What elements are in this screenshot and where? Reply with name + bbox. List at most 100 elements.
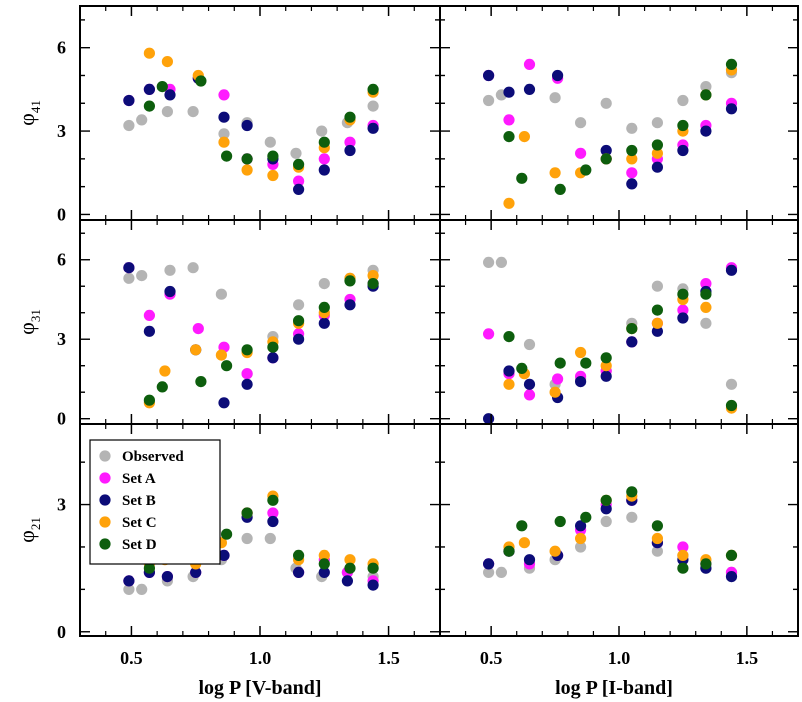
- y-tick-label: 0: [57, 622, 66, 642]
- data-point-set-b: [367, 579, 379, 591]
- x-tick-label: 0.5: [480, 648, 503, 668]
- data-point-set-a: [143, 309, 155, 321]
- data-point-observed: [290, 147, 302, 159]
- data-point-observed: [651, 545, 664, 557]
- data-point-set-b: [318, 164, 330, 176]
- y-axis-label-row-2: φ31: [14, 309, 43, 335]
- data-point-set-c: [575, 532, 587, 545]
- data-point-set-a: [293, 175, 305, 187]
- legend-box: [89, 439, 221, 565]
- data-point-set-b: [677, 312, 689, 324]
- data-point-observed: [677, 94, 689, 107]
- data-point-set-d: [651, 520, 664, 532]
- data-point-observed: [264, 532, 276, 545]
- y-tick-label: 0: [57, 409, 66, 429]
- data-point-set-b: [552, 69, 564, 82]
- data-point-set-b: [503, 365, 515, 377]
- data-point-set-b: [241, 378, 253, 390]
- data-point-set-d: [651, 304, 664, 316]
- data-point-set-d: [503, 545, 515, 557]
- data-point-set-d: [241, 153, 253, 165]
- legend-marker-set-d: [99, 538, 111, 550]
- data-point-set-b: [725, 103, 738, 115]
- data-point-observed: [700, 81, 712, 93]
- y-axis-label-symbol: φ: [14, 530, 39, 543]
- data-point-set-d: [344, 111, 356, 123]
- data-point-set-d: [267, 494, 279, 506]
- data-point-observed: [136, 583, 148, 596]
- data-point-set-d: [516, 362, 528, 374]
- data-point-set-c: [318, 549, 330, 562]
- data-point-set-b: [600, 503, 612, 515]
- data-point-set-d: [221, 360, 233, 372]
- x-tick-label: 1.0: [608, 648, 631, 668]
- data-point-set-d: [143, 562, 155, 574]
- data-point-observed: [651, 117, 664, 129]
- data-point-set-d: [516, 172, 528, 184]
- data-point-set-d: [600, 352, 612, 364]
- data-point-set-d: [221, 150, 233, 162]
- data-point-set-a: [483, 328, 495, 340]
- data-point-set-d: [267, 150, 279, 162]
- data-point-set-d: [700, 89, 712, 101]
- data-point-set-d: [293, 315, 305, 327]
- x-tick-label: 1.5: [736, 648, 759, 668]
- data-point-set-a: [552, 373, 564, 385]
- data-point-observed: [495, 566, 507, 579]
- data-point-set-d: [195, 376, 207, 388]
- legend-marker-observed: [99, 450, 111, 462]
- data-point-set-c: [651, 532, 664, 545]
- data-point-observed: [136, 114, 148, 126]
- data-point-observed: [187, 106, 199, 118]
- data-point-set-b: [651, 161, 664, 173]
- data-point-observed: [626, 511, 638, 523]
- data-point-set-b: [575, 520, 587, 532]
- data-point-set-b: [483, 558, 495, 570]
- data-point-observed: [483, 566, 495, 579]
- data-point-set-d: [156, 381, 168, 393]
- data-point-set-d: [554, 515, 566, 528]
- x-axis-title-left: log P [V-band]: [199, 677, 322, 699]
- y-axis-label-symbol: φ: [14, 113, 39, 126]
- data-point-set-a: [503, 114, 515, 126]
- data-point-set-d: [241, 344, 253, 356]
- data-point-set-b: [725, 264, 738, 276]
- data-point-set-b: [503, 86, 515, 98]
- data-point-set-b: [523, 83, 536, 95]
- data-point-set-b: [143, 325, 155, 337]
- data-point-set-d: [651, 139, 664, 151]
- data-point-set-a: [575, 147, 587, 159]
- data-point-set-a: [241, 368, 253, 380]
- data-point-set-a: [344, 136, 356, 148]
- data-point-set-c: [575, 346, 587, 359]
- data-point-set-d: [143, 100, 155, 112]
- data-point-set-c: [161, 56, 173, 68]
- y-tick-label: 3: [57, 495, 66, 515]
- data-point-set-b: [241, 119, 253, 132]
- data-point-set-b: [143, 83, 155, 95]
- data-point-set-b: [725, 571, 738, 583]
- panel-frame-row-1-v-band: [79, 5, 441, 221]
- data-point-set-d: [143, 394, 155, 406]
- data-point-set-b: [123, 575, 135, 587]
- data-point-set-a: [626, 167, 638, 179]
- legend-label: Set C: [122, 515, 157, 531]
- data-point-set-b: [218, 111, 230, 123]
- data-point-set-c: [518, 131, 531, 143]
- data-point-observed: [215, 288, 227, 300]
- data-point-set-b: [293, 333, 305, 345]
- data-point-set-b: [523, 554, 536, 566]
- data-point-set-c: [367, 270, 379, 282]
- data-point-set-d: [600, 494, 612, 506]
- y-tick-label: 0: [57, 204, 66, 224]
- data-point-set-b: [218, 549, 230, 562]
- data-point-set-b: [700, 125, 712, 137]
- y-axis-label-subscript: 41: [28, 100, 43, 113]
- data-point-observed: [725, 378, 738, 390]
- data-point-set-b: [190, 566, 202, 579]
- data-point-set-d: [344, 275, 356, 287]
- y-tick-label: 6: [57, 250, 66, 270]
- data-point-observed: [293, 299, 305, 311]
- data-point-set-c: [218, 136, 230, 148]
- data-point-observed: [700, 317, 712, 329]
